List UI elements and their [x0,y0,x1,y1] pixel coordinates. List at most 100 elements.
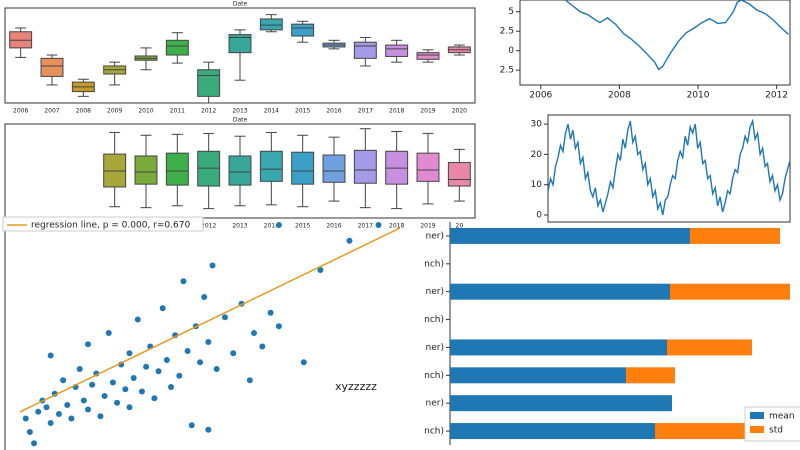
bar [450,339,667,356]
point [85,341,91,348]
point [105,330,112,336]
bar [690,227,780,244]
y-tick-label: 10 [531,180,543,190]
legend [2,216,204,232]
legend-swatch [750,426,764,433]
point [130,375,137,381]
point [64,402,71,408]
frame [4,7,476,104]
bar [450,367,626,384]
point [80,397,87,404]
x-tick-label: 2018 [389,223,404,230]
x-tick-label: 20 [456,223,464,230]
box [197,69,221,97]
box [134,155,158,185]
point [375,222,382,228]
x-tick-label: 2016 [326,108,341,115]
point [180,278,187,285]
x-tick-label: 2016 [326,223,341,230]
point [35,408,42,415]
x-tick-label: 2007 [44,108,59,115]
y-tick-label: 2.5 [500,66,514,76]
point [197,359,204,366]
x-tick-label: 2009 [107,108,122,115]
x-tick-label: 2008 [76,108,91,115]
point [168,384,174,390]
frame [547,114,791,223]
x-tick-label: 2015 [295,223,310,230]
point [188,422,195,429]
bar-chart: ner) nch) ner) nch) ner) nch) ner) nch) mean std [424,222,800,445]
point [230,350,237,357]
y-tick-label: ner) [426,343,444,353]
legend-label: mean [769,412,795,422]
box [416,52,440,60]
box [40,57,64,77]
point [176,372,183,379]
line-chart: 0 10 20 30 [531,114,791,223]
x-tick-label: 2012 [201,223,216,230]
bar [450,227,690,244]
box [165,152,189,186]
point [184,348,191,354]
y-tick-label: nch) [424,259,444,269]
y-tick-label: 30 [531,120,543,130]
point [122,386,129,393]
box [416,152,440,182]
x-tick-label: 2019 [420,223,435,230]
scatter-chart: regression line, p = 0.000, r=0.670 xyzzz… [2,216,401,450]
x-tick-label: 2011 [170,108,185,115]
box [259,150,283,182]
point [22,415,29,422]
x-tick-label: 2010 [687,91,710,101]
point [101,393,108,399]
point [275,323,282,330]
point [126,350,133,357]
frame [4,123,476,219]
x-tick-label: 2013 [232,223,247,230]
chart-title: Date [233,117,248,124]
x-tick-label: 2015 [295,108,310,115]
x-tick-label: 2012 [765,91,788,101]
legend-label: regression line, p = 0.000, r=0.670 [31,221,190,231]
point [163,357,170,363]
x-tick-label: 2006 [529,91,552,101]
bar [450,395,672,412]
x-tick-label: 2017 [358,108,373,115]
box [228,34,252,54]
x-tick-label: 2013 [232,108,247,115]
x-tick-label: 2006 [13,108,28,115]
point [317,267,324,273]
point [60,377,67,384]
x-tick-label: 2014 [264,223,279,230]
line-chart: 5 2.5 0 2.5 2006 2008 2010 2012 [500,0,791,101]
point [201,294,208,300]
annotation: xyzzzzz [335,380,377,393]
point [209,262,216,269]
line [564,0,789,71]
y-tick-label: 0 [536,211,542,221]
bar [667,339,752,356]
point [68,415,75,422]
x-tick-label: 2020 [452,108,467,115]
point [76,366,83,372]
box [447,162,471,187]
box-chart: Date200620072008200920102011201220132014… [4,117,476,230]
y-tick-label: nch) [424,315,444,325]
legend-label: std [769,426,783,436]
box [291,23,315,37]
point [43,404,50,411]
y-tick-label: 0 [508,46,514,56]
point [275,222,282,228]
point [85,406,91,413]
point [26,429,33,435]
point [47,352,54,359]
x-tick-label: 2008 [608,91,631,101]
point [151,395,158,402]
x-tick-label: 2012 [201,108,216,115]
bar [450,423,655,440]
y-tick-label: 5 [508,7,514,17]
bar [670,283,790,300]
